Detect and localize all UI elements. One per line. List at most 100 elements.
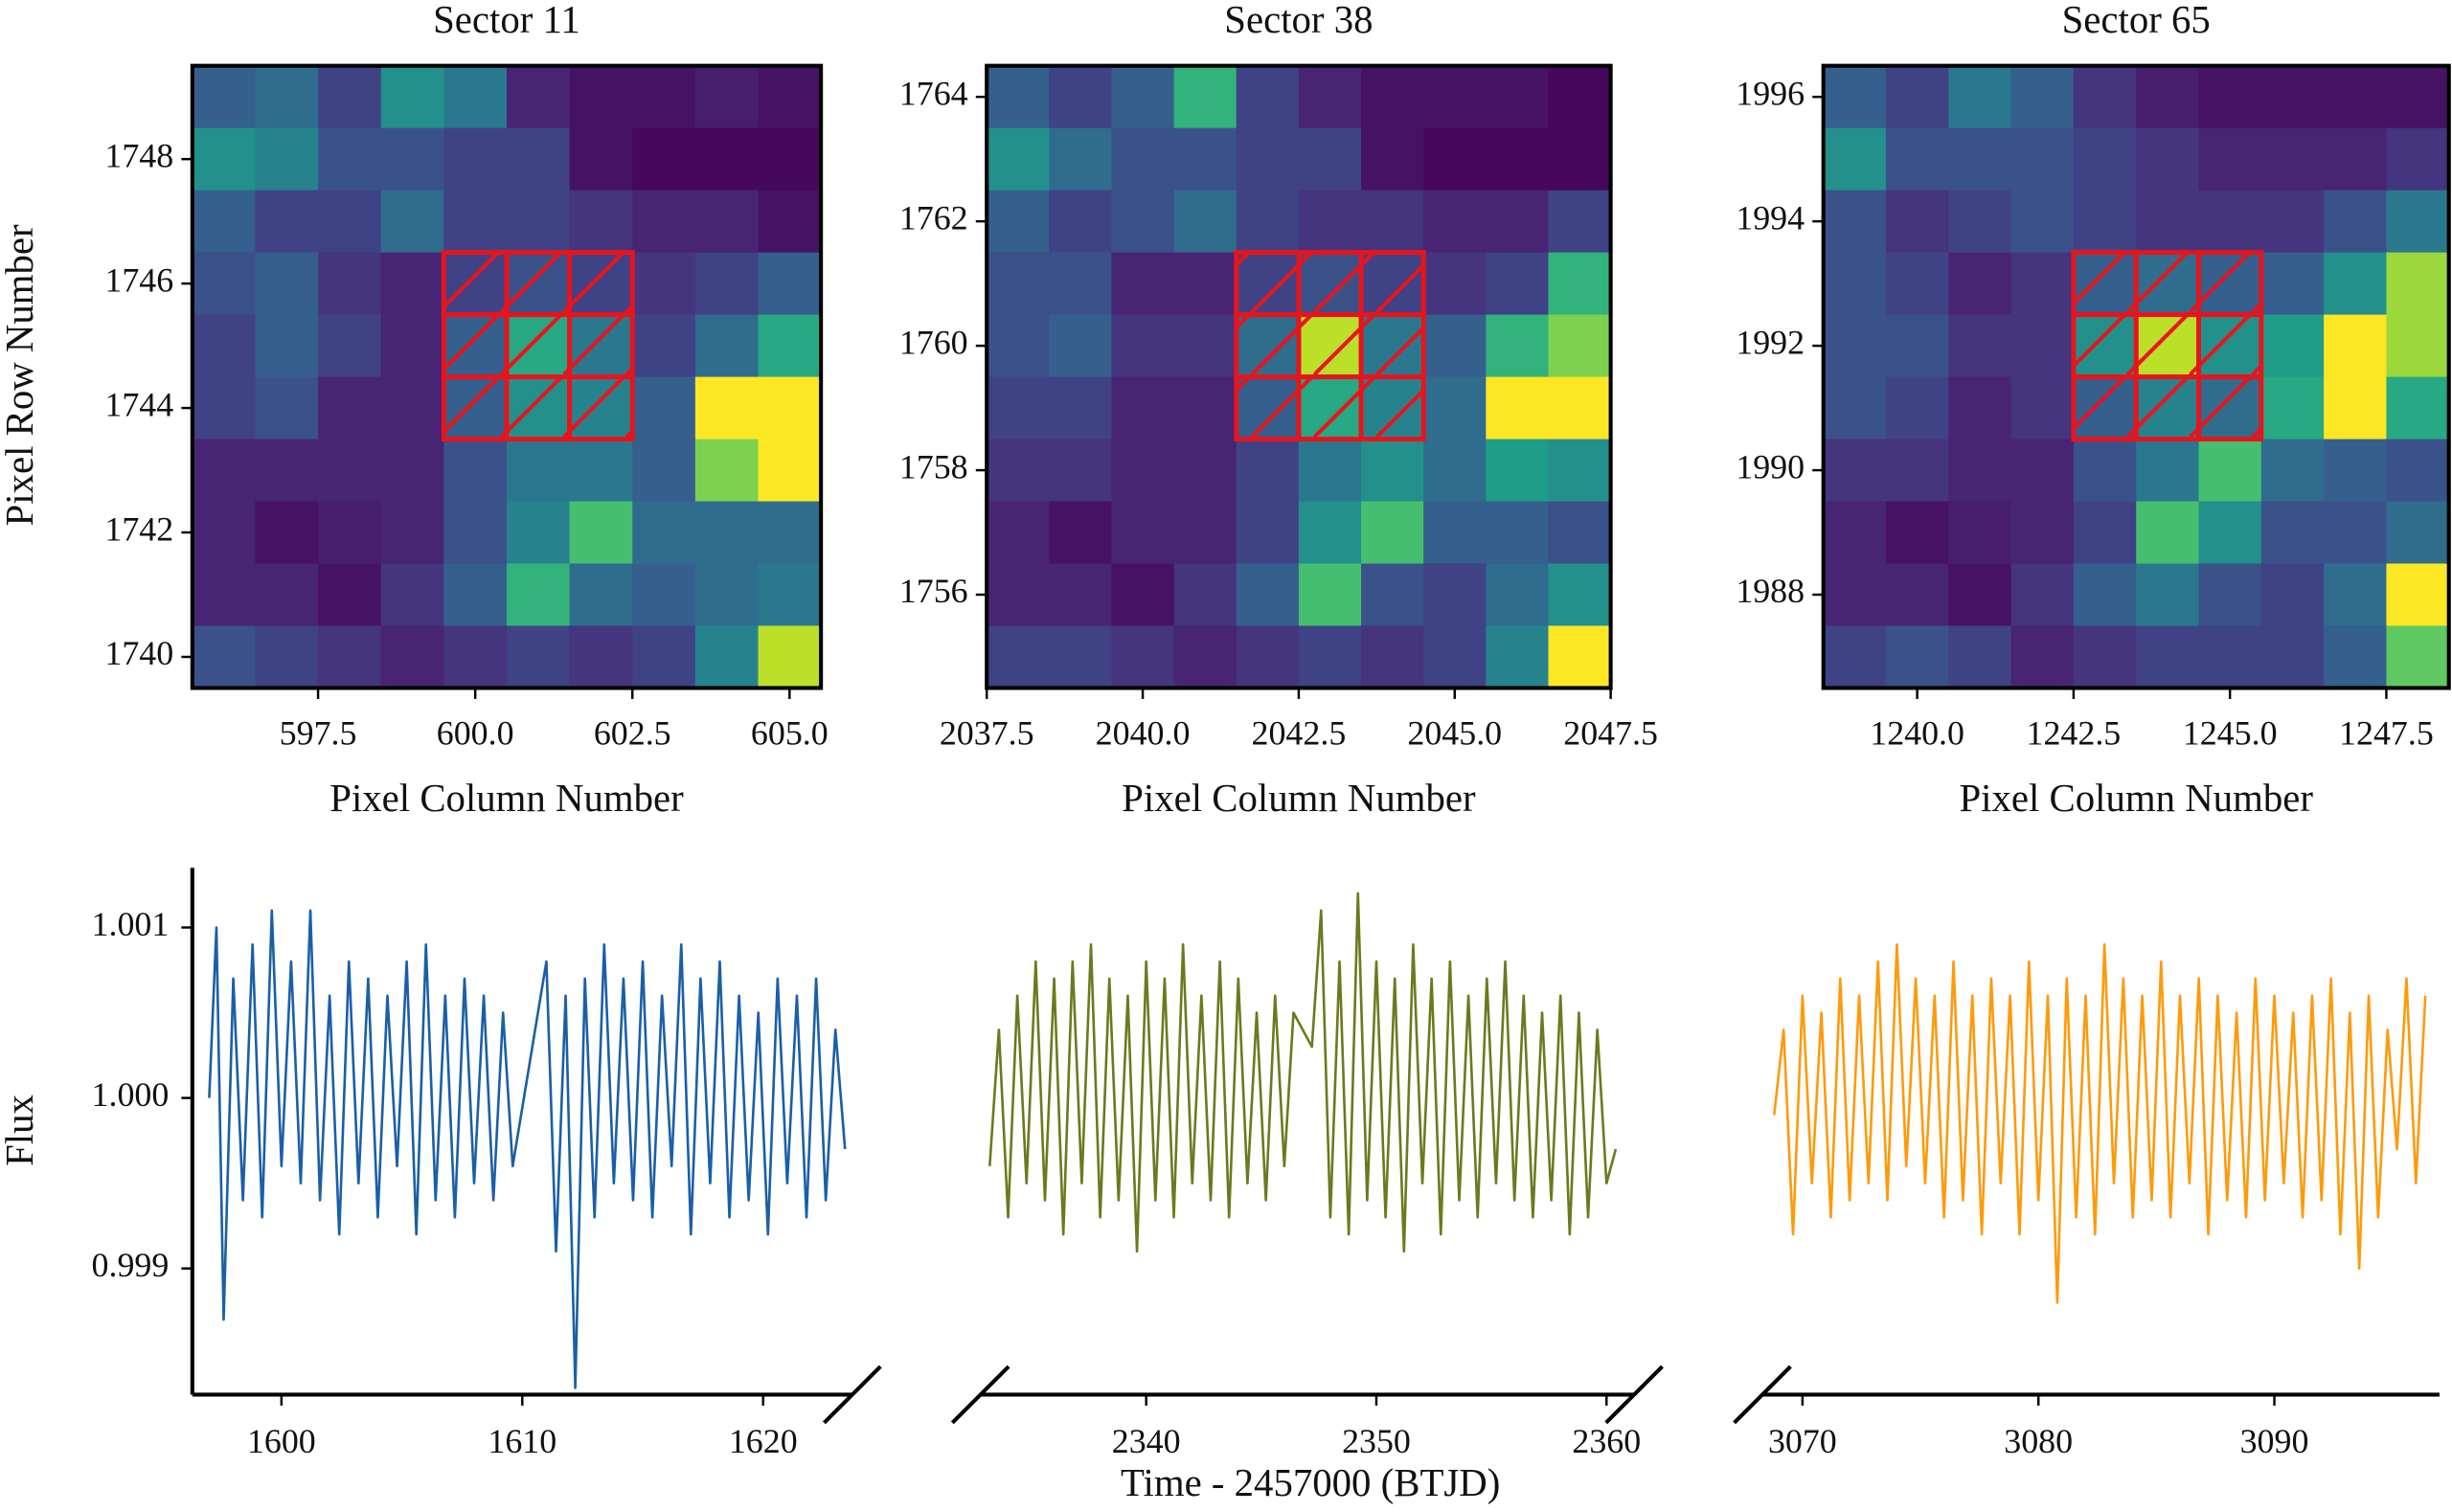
pixel-cell (987, 625, 1051, 689)
pixel-cell (1361, 65, 1425, 129)
y-axis-label: Pixel Row Number (0, 224, 41, 526)
pixel-cell (632, 314, 696, 378)
pixel-cell (1948, 376, 2012, 440)
pixel-cell (443, 501, 508, 565)
pixel-cell (1111, 127, 1175, 192)
x-tick-label: 597.5 (280, 713, 357, 752)
pixel-cell (443, 563, 508, 627)
pixel-cell (1486, 563, 1550, 627)
pixel-cell (192, 127, 257, 192)
pixel-cell (2073, 625, 2138, 689)
pixel-cell (1173, 127, 1237, 192)
pixel-cell (2136, 501, 2200, 565)
pixel-cell (632, 563, 696, 627)
pixel-cell (1486, 65, 1550, 129)
pixel-cell (1236, 127, 1300, 192)
pixel-cell (2324, 625, 2388, 689)
x-tick-label: 2047.5 (1563, 713, 1658, 752)
y-tick-label: 1994 (1736, 198, 1805, 237)
pixel-cell (1885, 252, 1950, 316)
pixel-cell (1298, 127, 1362, 192)
pixel-cell (1885, 376, 1950, 440)
aperture-pixel (1234, 312, 1302, 380)
x-tick-label: 1610 (488, 1422, 556, 1460)
pixel-cell (1236, 190, 1300, 254)
pixel-cell (1486, 625, 1550, 689)
pixel-cell (506, 625, 571, 689)
y-tick-label: 1.000 (92, 1075, 170, 1114)
pixel-cell (192, 563, 257, 627)
pixel-cell (758, 563, 822, 627)
y-tick-label: 1740 (104, 634, 173, 672)
pixel-cell (1173, 252, 1237, 316)
pixel-cell (987, 65, 1051, 129)
pixel-cell (1486, 501, 1550, 565)
pixel-cell (255, 65, 319, 129)
pixel-cell (2010, 625, 2075, 689)
x-tick-label: 2360 (1572, 1422, 1641, 1460)
aperture-pixel (504, 312, 573, 380)
pixel-cell (1049, 439, 1113, 503)
pixel-cell (255, 563, 319, 627)
pixel-cell (1948, 190, 2012, 254)
pixel-cell (1423, 127, 1487, 192)
pixel-cell (1236, 439, 1300, 503)
pixel-cell (1548, 501, 1612, 565)
pixel-cell (443, 65, 508, 129)
pixel-cell (2260, 501, 2325, 565)
y-tick-label: 1.001 (92, 905, 170, 943)
x-axis-label: Time - 2457000 (BTJD) (1121, 1461, 1500, 1504)
pixel-cell (1823, 190, 1887, 254)
pixel-cell (506, 127, 571, 192)
pixel-cell (2136, 563, 2200, 627)
pixel-cell (506, 65, 571, 129)
pixel-cell (2386, 625, 2450, 689)
x-axis-label: Pixel Column Number (329, 777, 684, 820)
pixel-cell (2386, 314, 2450, 378)
pixel-cell (443, 625, 508, 689)
axis-break (950, 1365, 1010, 1425)
pixel-cell (987, 501, 1051, 565)
pixel-cell (2198, 190, 2262, 254)
pixel-cell (1173, 190, 1237, 254)
flux-line (988, 891, 1618, 1253)
axis-break (1733, 1365, 1792, 1425)
pixel-cell (2136, 625, 2200, 689)
pixel-cell (2198, 501, 2262, 565)
pixel-cell (192, 190, 257, 254)
x-tick-label: 605.0 (751, 713, 829, 752)
pixel-cell (1823, 625, 1887, 689)
aperture-pixel (1296, 312, 1364, 380)
x-tick-label: 600.0 (437, 713, 514, 752)
pixel-cell (1423, 376, 1487, 440)
pixel-cell (2073, 190, 2138, 254)
pixel-cell (569, 501, 634, 565)
aperture-pixel (2133, 250, 2201, 318)
x-tick-label: 2340 (1112, 1422, 1181, 1460)
pixel-cell (1236, 501, 1300, 565)
pixel-cell (2198, 127, 2262, 192)
pixel-cell (2324, 439, 2388, 503)
panel-title: Sector 38 (1224, 0, 1373, 41)
pixel-cell (569, 563, 634, 627)
pixel-cell (2324, 376, 2388, 440)
pixel-cell (1049, 376, 1113, 440)
pixel-cell (318, 252, 382, 316)
pixel-cell (2386, 376, 2450, 440)
pixel-cell (1236, 65, 1300, 129)
pixel-cell (987, 376, 1051, 440)
pixel-cell (1885, 625, 1950, 689)
x-tick-label: 602.5 (594, 713, 671, 752)
pixel-cell (1548, 127, 1612, 192)
pixel-cell (987, 190, 1051, 254)
pixel-cell (1423, 625, 1487, 689)
pixel-cell (1111, 314, 1175, 378)
pixel-cell (380, 190, 445, 254)
pixel-cell (1948, 252, 2012, 316)
pixel-cell (1548, 625, 1612, 689)
pixel-cell (2073, 65, 2138, 129)
pixel-cell (1948, 127, 2012, 192)
pixel-cell (2324, 127, 2388, 192)
pixel-cell (694, 65, 760, 129)
x-axis-label: Pixel Column Number (1122, 777, 1476, 820)
